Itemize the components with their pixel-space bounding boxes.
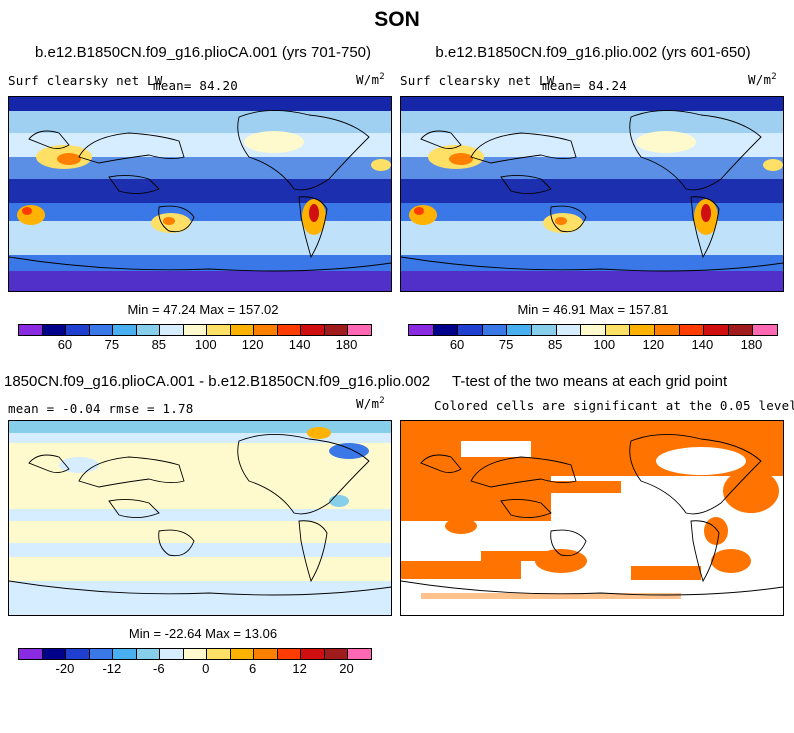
panel3-colorbar-swatch (254, 649, 278, 659)
panel1-colorbar-swatch (89, 325, 114, 335)
panel2-colorbar-swatch (433, 325, 459, 335)
panel2-colorbar-swatch (679, 325, 705, 335)
panel2-colorbar (408, 324, 778, 336)
panel2-colorbar-swatch (458, 325, 483, 335)
panel3-colorbar-swatch (230, 649, 255, 659)
panel2-colorbar-swatch (728, 325, 754, 335)
panel2-colorbar-swatch (605, 325, 631, 335)
panel1-colorbar-swatch (160, 325, 184, 335)
panel1-colorbar-swatch (230, 325, 255, 335)
panel1-colorbar-swatch (183, 325, 208, 335)
panel2-colorbar-tick-label: 140 (691, 337, 714, 352)
panel2-colorbar-tick-label: 85 (547, 337, 563, 352)
panel2-minmax: Min = 46.91 Max = 157.81 (517, 302, 669, 317)
panel1-colorbar-tick-label: 100 (194, 337, 217, 352)
panel3-colorbar-swatch (348, 649, 371, 659)
panel2-variable-label: Surf clearsky net LW (400, 73, 555, 88)
panel1-colorbar-swatch (277, 325, 302, 335)
panel2-colorbar-tick-label: 60 (449, 337, 465, 352)
panel1-colorbar-swatch (324, 325, 349, 335)
panel1-colorbar-tick-label: 180 (335, 337, 358, 352)
panel1-colorbar-swatch (348, 325, 371, 335)
panel2-colorbar-swatch (482, 325, 508, 335)
panel2-colorbar-swatch (654, 325, 680, 335)
panel3-colorbar-tick-label: 0 (202, 661, 210, 676)
panel1-map (8, 96, 392, 292)
panel1-colorbar-swatch (254, 325, 278, 335)
panel4-title: T-test of the two means at each grid poi… (452, 373, 728, 390)
panel1-variable-label: Surf clearsky net LW (8, 73, 163, 88)
panel1-colorbar-swatch (301, 325, 325, 335)
panel2-colorbar-swatch (630, 325, 655, 335)
panel2-units: W/m2 (748, 72, 777, 88)
panel1-colorbar-tick-label: 140 (288, 337, 311, 352)
panel1-colorbar (18, 324, 372, 336)
panel2-field (401, 97, 783, 291)
panel1-colorbar-swatch (42, 325, 67, 335)
panel4-map (400, 420, 784, 616)
panel3-colorbar-swatch (19, 649, 43, 659)
panel3-colorbar-tick-label: -12 (102, 661, 122, 676)
panel2-colorbar-tick-label: 120 (642, 337, 665, 352)
panel3-colorbar-swatch (89, 649, 114, 659)
panel3-colorbar-swatch (136, 649, 161, 659)
panel3-colorbar-swatch (113, 649, 137, 659)
panel3-colorbar-swatch (277, 649, 302, 659)
panel2-colorbar-swatch (753, 325, 777, 335)
panel2-colorbar-swatch (581, 325, 606, 335)
panel1-colorbar-tick-label: 75 (104, 337, 120, 352)
panel1-units: W/m2 (356, 72, 385, 88)
panel1-colorbar-swatch (136, 325, 161, 335)
panel2-colorbar-tick-label: 100 (593, 337, 616, 352)
panel3-minmax: Min = -22.64 Max = 13.06 (128, 626, 278, 641)
panel1-colorbar-swatch (113, 325, 137, 335)
panel1-colorbar-swatch (207, 325, 231, 335)
panel3-colorbar-swatch (66, 649, 90, 659)
panel2-map (400, 96, 784, 292)
panel1-title: b.e12.B1850CN.f09_g16.plioCA.001 (yrs 70… (34, 44, 372, 61)
panel2-colorbar-tick-label: 180 (740, 337, 763, 352)
panel3-colorbar-tick-label: -20 (55, 661, 75, 676)
panel1-field (9, 97, 391, 291)
panel1-colorbar-swatch (19, 325, 43, 335)
panel3-units: W/m2 (356, 396, 385, 412)
panel1-colorbar-swatch (66, 325, 90, 335)
panel3-colorbar-tick-label: -6 (153, 661, 165, 676)
panel1-colorbar-tick-label: 120 (241, 337, 264, 352)
panel3-colorbar-swatch (160, 649, 184, 659)
panel2-colorbar-swatch (507, 325, 532, 335)
panel3-colorbar-swatch (324, 649, 349, 659)
panel3-colorbar-swatch (42, 649, 67, 659)
panel1-colorbar-tick-label: 60 (57, 337, 73, 352)
panel3-colorbar-swatch (207, 649, 231, 659)
panel3-colorbar (18, 648, 372, 660)
panel2-colorbar-swatch (531, 325, 557, 335)
panel3-field (9, 421, 391, 615)
panel1-colorbar-tick-label: 85 (151, 337, 167, 352)
panel4-field (401, 421, 783, 615)
figure-title: SON (374, 8, 420, 31)
panel3-colorbar-tick-label: 20 (339, 661, 354, 676)
panel1-mean-label: mean= 84.20 (153, 78, 238, 93)
panel2-colorbar-swatch (409, 325, 434, 335)
panel3-colorbar-swatch (183, 649, 208, 659)
panel2-colorbar-swatch (704, 325, 729, 335)
panel3-map (8, 420, 392, 616)
panel3-title: 1850CN.f09_g16.plioCA.001 - b.e12.B1850C… (4, 373, 431, 390)
panel2-colorbar-tick-label: 75 (498, 337, 514, 352)
panel3-stats-label: mean = -0.04 rmse = 1.78 (8, 401, 194, 416)
panel1-minmax: Min = 47.24 Max = 157.02 (127, 302, 279, 317)
panel3-colorbar-tick-label: 6 (249, 661, 257, 676)
panel3-colorbar-swatch (301, 649, 325, 659)
panel2-colorbar-swatch (556, 325, 582, 335)
panel4-note: Colored cells are significant at the 0.0… (434, 398, 794, 413)
panel2-title: b.e12.B1850CN.f09_g16.plio.002 (yrs 601-… (435, 44, 751, 61)
panel3-colorbar-tick-label: 12 (292, 661, 307, 676)
panel2-mean-label: mean= 84.24 (542, 78, 627, 93)
